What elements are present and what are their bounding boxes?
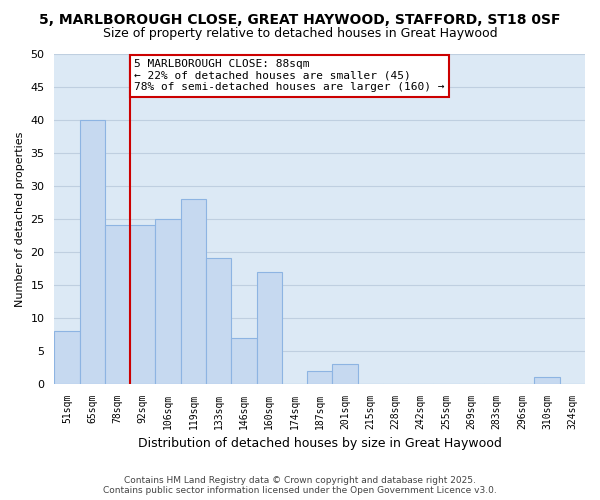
Bar: [155, 219, 181, 384]
Bar: [55, 331, 80, 384]
Text: 5 MARLBOROUGH CLOSE: 88sqm
← 22% of detached houses are smaller (45)
78% of semi: 5 MARLBOROUGH CLOSE: 88sqm ← 22% of deta…: [134, 60, 445, 92]
Bar: [206, 258, 231, 384]
Y-axis label: Number of detached properties: Number of detached properties: [15, 131, 25, 306]
Text: Contains HM Land Registry data © Crown copyright and database right 2025.
Contai: Contains HM Land Registry data © Crown c…: [103, 476, 497, 495]
Bar: [130, 226, 155, 384]
Bar: [535, 377, 560, 384]
Bar: [231, 338, 257, 384]
Bar: [257, 272, 282, 384]
Bar: [332, 364, 358, 384]
X-axis label: Distribution of detached houses by size in Great Haywood: Distribution of detached houses by size …: [138, 437, 502, 450]
Bar: [80, 120, 105, 384]
Bar: [181, 199, 206, 384]
Bar: [307, 370, 332, 384]
Bar: [105, 226, 130, 384]
Text: 5, MARLBOROUGH CLOSE, GREAT HAYWOOD, STAFFORD, ST18 0SF: 5, MARLBOROUGH CLOSE, GREAT HAYWOOD, STA…: [39, 12, 561, 26]
Text: Size of property relative to detached houses in Great Haywood: Size of property relative to detached ho…: [103, 28, 497, 40]
